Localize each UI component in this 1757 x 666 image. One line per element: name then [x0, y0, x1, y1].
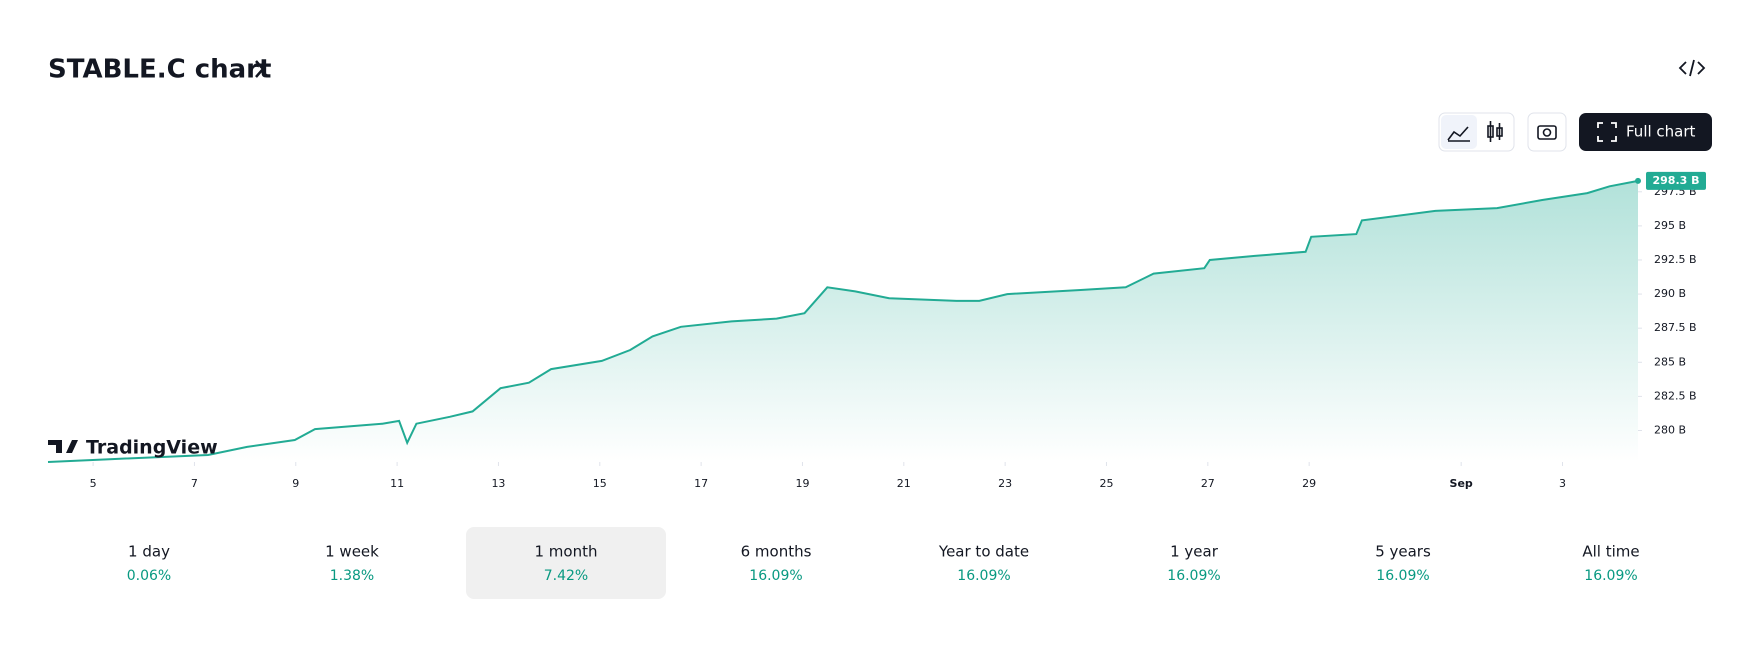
- period-button[interactable]: [466, 527, 666, 599]
- price-line: [47, 179, 1639, 463]
- y-tick-label: 290 B: [1654, 287, 1686, 300]
- plot: 280 B 282.5 B 285 B 287.5 B 290 B 292.5 B 295 …: [47, 171, 1706, 490]
- period-label: All time: [1582, 543, 1639, 561]
- x-tick-label: 23: [998, 477, 1012, 490]
- x-tick-label: 19: [795, 477, 809, 490]
- period-change: 16.09%: [1584, 568, 1637, 584]
- period-selected: [466, 527, 666, 599]
- camera-icon: [1537, 125, 1557, 140]
- x-tick-label: 15: [593, 477, 607, 490]
- x-tick-label: 25: [1099, 477, 1113, 490]
- y-tick-label: 287.5 B: [1654, 321, 1697, 334]
- fullscreen-icon: [1597, 122, 1617, 142]
- snapshot-button[interactable]: [1527, 112, 1567, 152]
- period-change: 16.09%: [957, 568, 1010, 584]
- period-button[interactable]: [252, 527, 452, 599]
- period-change: 7.42%: [544, 568, 588, 584]
- period-label: 6 months: [741, 543, 812, 561]
- y-tick-label: 292.5 B: [1654, 253, 1697, 266]
- x-tick-label: 7: [191, 477, 198, 490]
- x-tick-label: 3: [1559, 477, 1566, 490]
- last-value-badge: [1646, 171, 1706, 190]
- line-icon: [1447, 126, 1470, 142]
- period-label: 1 day: [128, 543, 170, 561]
- x-tick-label: 13: [491, 477, 505, 490]
- period-label: 1 year: [1170, 543, 1219, 561]
- logo-text: TradingView: [86, 437, 218, 459]
- period-button[interactable]: [884, 527, 1084, 599]
- y-tick-label: 295 B: [1654, 219, 1686, 232]
- x-tick-label: 17: [694, 477, 708, 490]
- period-change: 16.09%: [749, 568, 802, 584]
- y-tick-label: 280 B: [1654, 423, 1686, 436]
- period-button[interactable]: [1511, 527, 1711, 599]
- period-label: 5 years: [1375, 543, 1431, 561]
- period-label: Year to date: [938, 543, 1029, 561]
- period-change: 16.09%: [1167, 568, 1220, 584]
- line-type-button[interactable]: [1441, 115, 1477, 149]
- periods: 1 day 0.06% 1 week 1.38% 1 month 7.42% 6 month…: [49, 527, 1711, 599]
- period-change: 1.38%: [330, 568, 374, 584]
- candle-type-button[interactable]: [1487, 121, 1503, 142]
- embed-icon[interactable]: [1678, 59, 1706, 77]
- period-button[interactable]: [49, 527, 249, 599]
- period-change: 0.06%: [127, 568, 171, 584]
- period-button[interactable]: [676, 527, 876, 599]
- period-change: 16.09%: [1376, 568, 1429, 584]
- period-label: 1 month: [535, 543, 598, 561]
- period-label: 1 week: [325, 543, 379, 561]
- title-arrow: [255, 60, 265, 78]
- period-button[interactable]: [1094, 527, 1294, 599]
- x-tick-label: 9: [292, 477, 299, 490]
- area: [48, 180, 1638, 462]
- last-point: [1635, 177, 1641, 184]
- x-tick-label: 27: [1201, 477, 1215, 490]
- x-tick-label: 5: [90, 477, 97, 490]
- x-tick-label: 11: [390, 477, 404, 490]
- x-tick-label: 29: [1302, 477, 1316, 490]
- y-tick-label: 282.5 B: [1654, 389, 1697, 402]
- tradingview-logo: TradingView: [48, 437, 218, 459]
- y-tick-label: 285 B: [1654, 355, 1686, 368]
- x-tick-label: 21: [897, 477, 911, 490]
- last-value-label: 298.3 B: [1652, 174, 1699, 187]
- title[interactable]: STABLE.C chart: [48, 55, 271, 85]
- x-tick-label: Sep: [1450, 477, 1473, 490]
- period-button[interactable]: [1303, 527, 1503, 599]
- full-chart-label: Full chart: [1626, 123, 1696, 141]
